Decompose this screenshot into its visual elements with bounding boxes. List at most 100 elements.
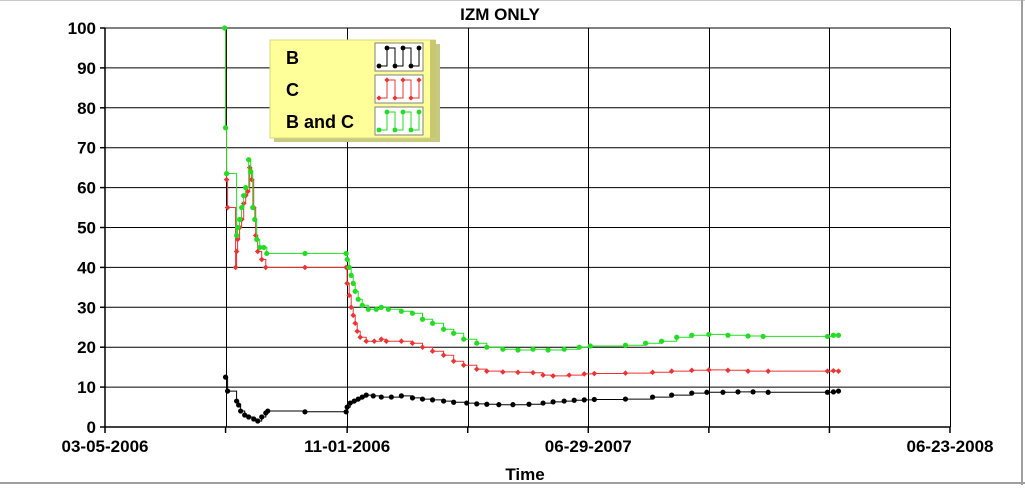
- data-point: [244, 188, 251, 195]
- y-tick-label: 30: [77, 298, 96, 317]
- data-point: [302, 409, 308, 415]
- data-point: [350, 312, 356, 319]
- data-point: [232, 264, 239, 271]
- data-point: [450, 358, 457, 364]
- data-point: [484, 368, 490, 374]
- y-tick-label: 10: [77, 378, 96, 397]
- data-point: [496, 402, 502, 408]
- data-point: [668, 368, 675, 374]
- legend-swatch-marker: [416, 109, 422, 115]
- y-tick-label: 50: [77, 219, 96, 238]
- data-point: [262, 264, 269, 271]
- data-point: [566, 372, 572, 378]
- legend-swatch-line: [379, 79, 420, 99]
- data-point: [526, 401, 532, 407]
- data-point: [515, 347, 521, 353]
- data-point: [365, 306, 371, 312]
- data-point: [409, 310, 416, 316]
- data-point: [343, 250, 349, 257]
- data-point: [398, 338, 405, 345]
- legend[interactable]: BC B and C: [269, 39, 440, 142]
- data-point: [484, 401, 490, 407]
- data-point: [355, 296, 361, 302]
- legend-label: B: [286, 48, 299, 68]
- data-point: [419, 316, 426, 322]
- data-point: [224, 388, 231, 394]
- data-point: [704, 389, 710, 395]
- legend-swatch-marker: [408, 127, 414, 133]
- data-point: [351, 398, 357, 404]
- data-point: [830, 389, 837, 395]
- data-point: [550, 399, 556, 405]
- data-point: [441, 326, 447, 332]
- legend-swatch-marker: [400, 109, 406, 115]
- data-point: [835, 332, 842, 338]
- data-point: [409, 340, 416, 347]
- chart-title: IZM ONLY: [460, 5, 540, 24]
- data-point: [363, 392, 369, 398]
- data-point: [765, 389, 771, 395]
- series-b-and-c: [221, 25, 842, 353]
- data-point: [540, 372, 546, 378]
- data-point: [419, 344, 426, 350]
- data-point: [464, 400, 470, 406]
- x-tick-label: 11-01-2006: [304, 437, 390, 456]
- data-point: [236, 402, 242, 408]
- data-point: [720, 389, 726, 395]
- data-point: [561, 398, 567, 404]
- data-point: [440, 352, 447, 358]
- data-point: [581, 371, 588, 377]
- data-point: [706, 331, 712, 338]
- legend-label: B and C: [286, 112, 354, 132]
- data-point: [378, 304, 384, 310]
- x-axis-label: Time: [505, 465, 544, 484]
- data-point: [429, 348, 436, 354]
- data-point: [622, 342, 629, 348]
- data-point: [243, 185, 249, 191]
- data-point: [259, 414, 265, 420]
- legend-swatch-marker: [376, 63, 382, 69]
- data-point: [234, 236, 241, 243]
- data-point: [689, 390, 695, 396]
- data-point: [255, 418, 261, 424]
- data-point: [223, 176, 230, 183]
- data-point: [484, 344, 490, 350]
- data-point: [237, 216, 243, 223]
- legend-swatch-1: [374, 42, 424, 72]
- y-tick-label: 40: [77, 258, 96, 277]
- data-point: [642, 340, 649, 346]
- legend-swatch-line: [379, 111, 420, 131]
- data-point: [530, 369, 536, 376]
- data-point: [261, 244, 267, 251]
- x-tick-label: 03-05-2006: [62, 437, 149, 456]
- x-tick-label: 06-23-2008: [907, 437, 994, 456]
- data-point: [302, 264, 308, 271]
- legend-swatch-marker: [384, 77, 390, 83]
- data-point: [248, 169, 254, 175]
- data-point: [451, 399, 457, 405]
- data-point: [669, 392, 675, 398]
- data-point: [460, 362, 467, 368]
- data-point: [371, 338, 378, 345]
- data-point: [248, 176, 255, 183]
- data-point: [622, 396, 629, 402]
- data-point: [370, 393, 376, 399]
- series-b: [222, 374, 842, 424]
- data-point: [409, 395, 416, 401]
- data-point: [344, 280, 350, 287]
- data-point: [344, 256, 350, 263]
- data-point: [398, 308, 405, 314]
- data-point: [824, 389, 831, 395]
- data-point: [359, 302, 365, 308]
- legend-swatch-marker: [416, 45, 422, 51]
- data-point: [735, 389, 741, 395]
- data-point: [250, 204, 256, 211]
- data-point: [398, 393, 405, 399]
- data-point: [561, 346, 567, 352]
- data-point: [383, 338, 390, 345]
- legend-swatch-marker: [400, 45, 406, 51]
- data-point: [373, 306, 379, 312]
- data-point: [348, 304, 354, 311]
- data-point: [591, 370, 598, 377]
